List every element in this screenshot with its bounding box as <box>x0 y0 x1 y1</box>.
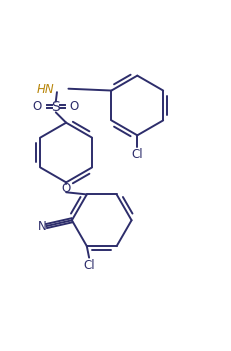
Text: O: O <box>70 100 79 113</box>
Text: N: N <box>38 219 47 232</box>
Text: O: O <box>61 181 71 194</box>
Text: S: S <box>52 100 60 114</box>
Text: O: O <box>33 100 42 113</box>
Text: HN: HN <box>37 83 55 96</box>
Text: Cl: Cl <box>83 259 95 272</box>
Text: Cl: Cl <box>131 148 143 161</box>
